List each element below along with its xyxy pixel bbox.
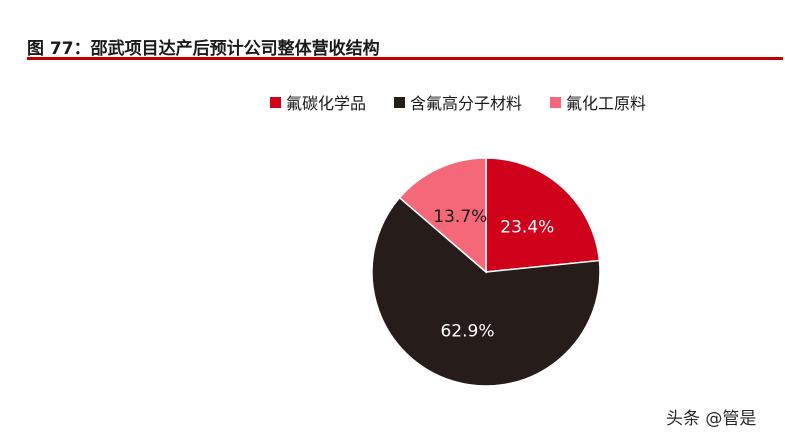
slice-value-label: 13.7% <box>433 207 487 227</box>
legend-item-fluoropolymer: 含氟高分子材料 <box>394 90 522 114</box>
legend-swatch <box>270 96 281 108</box>
pie-slice-2 <box>398 157 487 274</box>
pie-slice-0 <box>485 157 601 273</box>
legend-item-fluorocarbon: 氟碳化学品 <box>270 90 366 114</box>
slice-value-label: 23.4% <box>500 217 554 237</box>
legend-swatch <box>394 96 406 108</box>
legend-swatch <box>550 96 562 108</box>
legend-item-raw-material: 氟化工原料 <box>550 90 646 114</box>
pie-slice-1 <box>371 196 601 387</box>
legend-label: 含氟高分子材料 <box>410 94 523 113</box>
legend-label: 氟化工原料 <box>566 94 647 113</box>
title-divider <box>27 57 783 60</box>
slice-value-label: 62.9% <box>440 322 494 342</box>
figure-title: 图 77：邵武项目达产后预计公司整体营收结构 <box>27 39 380 59</box>
chart-legend: 氟碳化学品 含氟高分子材料 氟化工原料 <box>270 90 674 114</box>
watermark-text: 头条 @管是 <box>666 409 757 429</box>
legend-label: 氟碳化学品 <box>286 94 367 113</box>
